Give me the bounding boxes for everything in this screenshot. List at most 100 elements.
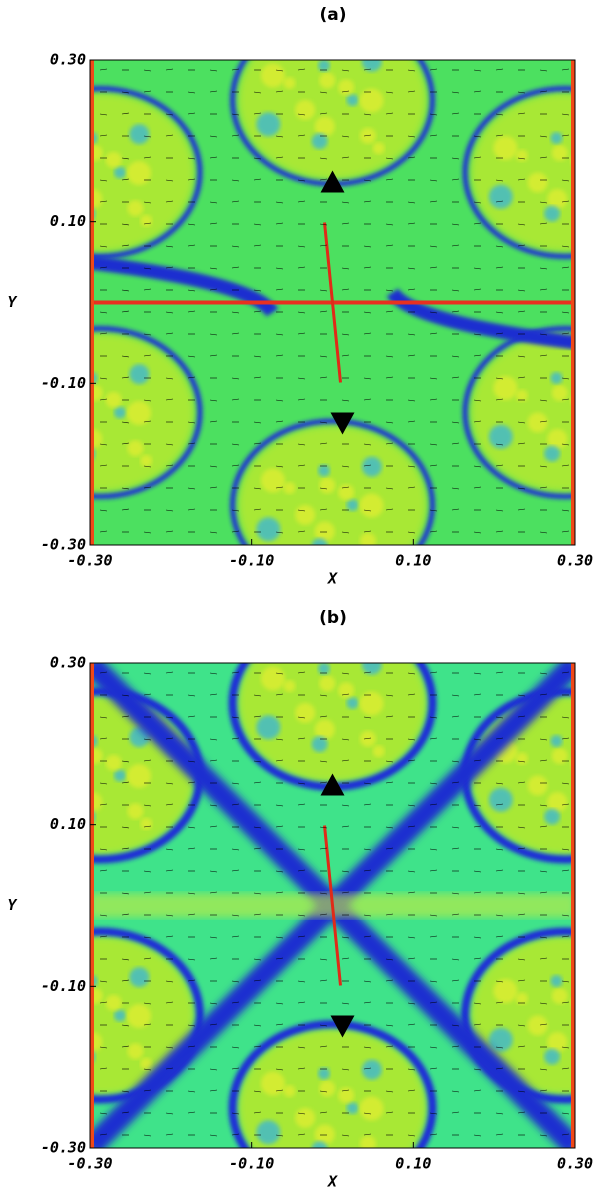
vector: [385, 442, 394, 445]
vector: [121, 826, 130, 829]
vector: [253, 958, 262, 961]
eddy: [256, 1120, 281, 1145]
vector: [451, 376, 460, 379]
vector: [385, 715, 394, 718]
eddy: [592, 161, 600, 185]
vector: [495, 464, 504, 467]
eddy: [295, 99, 316, 120]
vector: [539, 1002, 548, 1005]
vector: [275, 135, 284, 138]
eddy: [594, 727, 600, 747]
vector: [451, 1045, 460, 1048]
vector: [561, 464, 570, 467]
vector: [385, 178, 394, 181]
vector: [385, 979, 394, 982]
eddy: [493, 375, 518, 400]
vector: [319, 913, 328, 916]
vector: [561, 980, 570, 983]
vector: [165, 377, 174, 380]
vector: [517, 223, 526, 226]
vector: [407, 891, 416, 894]
vector: [253, 244, 262, 247]
vector: [451, 781, 460, 784]
eddy: [283, 482, 296, 495]
vector: [319, 1045, 328, 1048]
vector: [99, 935, 108, 938]
vector: [473, 957, 482, 960]
vector: [275, 399, 284, 402]
vector: [561, 1001, 570, 1004]
vector: [209, 288, 218, 291]
vector: [451, 112, 460, 115]
vector: [99, 869, 108, 872]
eddy: [359, 691, 384, 716]
y-tick-label: -0.30: [41, 536, 86, 554]
vector: [517, 694, 526, 697]
vector: [561, 68, 570, 71]
vector: [385, 508, 394, 511]
vector: [517, 508, 526, 511]
eddy: [126, 401, 151, 426]
vector: [99, 848, 108, 851]
vector: [539, 135, 548, 138]
field: [90, 663, 600, 1148]
vector: [385, 892, 394, 895]
vector: [121, 781, 130, 784]
eddy: [256, 715, 281, 740]
vector: [297, 869, 306, 872]
vortex-rim: [90, 927, 204, 1104]
vector: [165, 398, 174, 401]
vector: [187, 421, 196, 424]
vector: [517, 826, 526, 829]
vector: [187, 847, 196, 850]
vortex-rim: [461, 927, 575, 1104]
vector: [495, 398, 504, 401]
vector: [319, 178, 328, 181]
vector: [99, 398, 108, 401]
vector: [451, 847, 460, 850]
vector: [429, 443, 438, 446]
vector: [253, 781, 262, 784]
vector: [473, 738, 482, 741]
eddy: [129, 124, 150, 145]
eddy: [283, 1085, 296, 1098]
vector: [231, 848, 240, 851]
vector: [561, 1133, 570, 1136]
vector: [253, 178, 262, 181]
vector: [319, 1024, 328, 1027]
vector: [407, 672, 416, 675]
vector: [253, 310, 262, 313]
vector: [517, 244, 526, 247]
eddy: [295, 1107, 316, 1128]
vector: [561, 134, 570, 137]
vector: [429, 200, 438, 203]
eddy: [346, 94, 359, 106]
vector: [319, 244, 328, 247]
vector: [121, 157, 130, 160]
vector: [209, 420, 218, 423]
eddy: [544, 1048, 561, 1065]
eddy: [105, 391, 122, 408]
vector: [319, 1111, 328, 1114]
vector: [407, 825, 416, 828]
vector: [407, 531, 416, 534]
vector: [451, 913, 460, 916]
vector: [143, 486, 152, 489]
eddy: [547, 188, 568, 209]
vector: [473, 201, 482, 204]
vector: [495, 1112, 504, 1115]
vector: [539, 399, 548, 402]
vector: [561, 716, 570, 719]
vector: [121, 442, 130, 445]
vortex-rim: [228, 1020, 437, 1148]
vector: [165, 782, 174, 785]
eddy: [372, 142, 385, 155]
vector: [495, 311, 504, 314]
vector: [275, 222, 284, 225]
vector: [319, 781, 328, 784]
vector: [495, 914, 504, 917]
vector: [561, 509, 570, 512]
vector: [385, 1090, 394, 1093]
vector: [363, 200, 372, 203]
vector: [209, 156, 218, 159]
